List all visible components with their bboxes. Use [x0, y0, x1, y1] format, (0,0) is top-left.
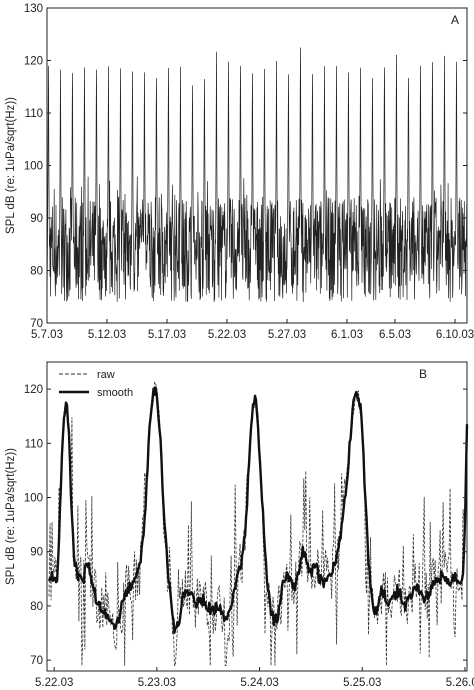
panel-b-label: B	[419, 367, 427, 381]
panel-a-y-tick-label: 110	[25, 108, 43, 120]
panel-a-y-tick-label: 70	[30, 318, 43, 330]
panel-a-y-tick-label: 100	[24, 161, 43, 173]
panel-a-y-axis-label: SPL dB (re: 1uPa/sqrt(Hz))	[5, 97, 17, 234]
panel-b-legend: raw smooth	[59, 369, 133, 399]
panel-a-y-tick-label: 120	[24, 56, 43, 68]
panel-b-y-ticks: 70 80 90 100 110 120	[24, 384, 467, 667]
panel-b-smooth-series	[47, 386, 469, 634]
panel-a-x-tick-label: 5.7.03	[31, 329, 63, 341]
panel-b-x-tick-label: 5.24.03	[240, 677, 278, 689]
panel-b-y-tick-label: 70	[30, 655, 43, 667]
panel-b-y-tick-label: 120	[24, 384, 43, 396]
panel-a-x-tick-label: 6.1.03	[331, 329, 363, 341]
panel-b-x-tick-label: 5.22.03	[35, 677, 73, 689]
panel-b-y-tick-label: 110	[25, 438, 43, 450]
panel-b-x-tick-label: 5.25.03	[343, 677, 381, 689]
panel-b-x-tick-label: 5.23.03	[138, 677, 176, 689]
panel-b-y-tick-label: 90	[30, 547, 43, 559]
panel-a-y-tick-label: 90	[30, 213, 43, 225]
panel-a-y-ticks: 70 80 90 100 110 120 130	[24, 3, 467, 330]
panel-a-label: A	[451, 13, 459, 27]
panel-a-spl-line	[46, 47, 468, 302]
panel-a-x-tick-label: 5.12.03	[88, 329, 126, 341]
panel-b-x-ticks: 5.22.03 5.23.03 5.24.03 5.25.03 5.26.03	[35, 667, 474, 689]
panel-b-x-tick-label: 5.26.03	[446, 677, 474, 689]
legend-raw-label: raw	[97, 369, 115, 381]
panel-b-y-tick-label: 100	[24, 493, 43, 505]
panel-a-x-tick-label: 6.5.03	[379, 329, 411, 341]
panel-b-y-axis-label: SPL dB (re: 1uPa/sqrt(Hz))	[5, 448, 17, 585]
panel-a-x-tick-label: 6.10.03	[436, 329, 474, 341]
panel-b-y-tick-label: 80	[30, 601, 43, 613]
legend-smooth-label: smooth	[97, 387, 133, 399]
panel-a-x-tick-label: 5.22.03	[208, 329, 246, 341]
panel-a-x-tick-label: 5.27.03	[268, 329, 306, 341]
panel-a-x-ticks: 5.7.03 5.12.03 5.17.03 5.22.03 5.27.03 6.1.03…	[31, 319, 474, 341]
panel-a-trace	[46, 47, 468, 302]
panel-b-frame	[46, 361, 468, 672]
smooth-series-line	[47, 386, 469, 634]
panel-a-y-tick-label: 80	[30, 266, 43, 278]
panel-a-x-tick-label: 5.17.03	[148, 329, 186, 341]
panel-a-y-tick-label: 130	[24, 3, 43, 15]
